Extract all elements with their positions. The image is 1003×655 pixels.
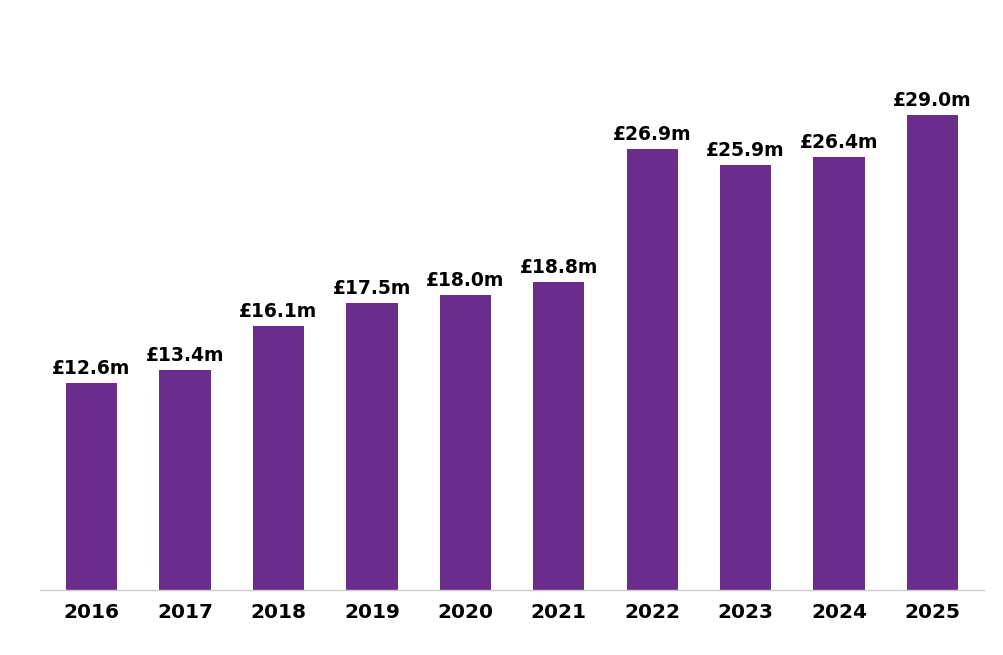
- Bar: [812, 157, 864, 590]
- Bar: [253, 326, 304, 590]
- Text: £25.9m: £25.9m: [706, 141, 784, 160]
- Text: £26.4m: £26.4m: [799, 133, 878, 153]
- Bar: [626, 149, 677, 590]
- Bar: [533, 282, 584, 590]
- Bar: [159, 370, 211, 590]
- Text: £18.0m: £18.0m: [425, 271, 504, 290]
- Bar: [66, 383, 117, 590]
- Text: £29.0m: £29.0m: [893, 90, 971, 109]
- Text: £12.6m: £12.6m: [52, 359, 130, 379]
- Text: £13.4m: £13.4m: [145, 346, 224, 365]
- Bar: [719, 166, 770, 590]
- Text: £18.8m: £18.8m: [520, 257, 598, 276]
- Text: £17.5m: £17.5m: [332, 279, 410, 298]
- Text: £16.1m: £16.1m: [239, 302, 317, 321]
- Text: £26.9m: £26.9m: [612, 125, 691, 144]
- Bar: [346, 303, 397, 590]
- Bar: [906, 115, 957, 590]
- Bar: [439, 295, 490, 590]
